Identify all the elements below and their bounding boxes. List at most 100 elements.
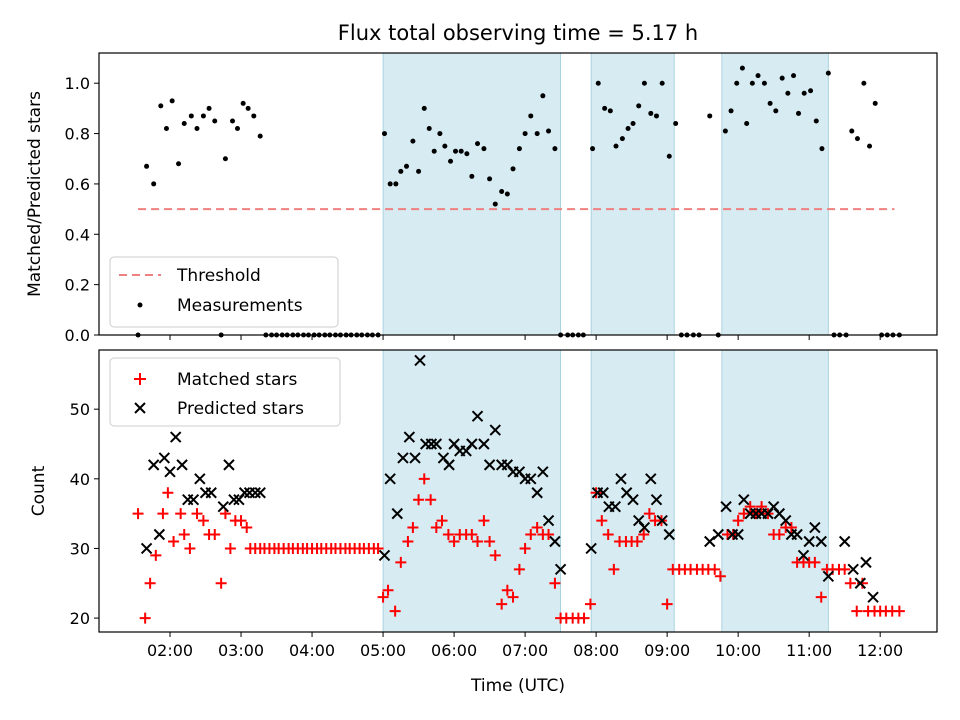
matched-star-point xyxy=(413,494,425,506)
measurement-point xyxy=(510,166,516,172)
measurement-points xyxy=(135,65,902,338)
measurement-point xyxy=(761,80,767,86)
measurement-point xyxy=(854,136,860,142)
measurement-point xyxy=(181,121,187,126)
measurement-point xyxy=(602,105,608,111)
matched-star-point xyxy=(407,522,419,534)
matched-star-point xyxy=(608,563,620,575)
predicted-star-point xyxy=(254,487,266,499)
matched-star-point xyxy=(197,515,209,527)
predicted-star-point xyxy=(403,431,416,443)
measurement-point xyxy=(475,141,481,147)
measurement-point xyxy=(158,103,164,109)
measurement-point xyxy=(653,113,659,119)
matched-star-point xyxy=(241,522,253,534)
predicted-star-point xyxy=(140,542,153,555)
predicted-star-point xyxy=(650,493,663,506)
x-tick-label: 06:00 xyxy=(431,641,477,660)
predicted-star-point xyxy=(489,424,501,436)
matched-star-point xyxy=(578,612,590,624)
predicted-star-point xyxy=(663,528,675,541)
predicted-star-point xyxy=(780,514,792,527)
matched-star-point xyxy=(773,529,785,541)
measurement-point xyxy=(813,118,819,124)
matched-star-point xyxy=(418,473,430,485)
y-tick-label: 20 xyxy=(70,609,90,628)
measurement-point xyxy=(619,136,625,142)
legend-measurements-swatch xyxy=(137,302,143,308)
y-tick-label: 1.0 xyxy=(65,74,90,93)
predicted-star-point xyxy=(525,473,537,485)
measurement-point xyxy=(630,121,636,126)
predicted-star-point xyxy=(147,459,160,471)
x-tick-label: 03:00 xyxy=(218,641,264,660)
matched-star-point xyxy=(215,577,227,589)
legend-predicted-label: Predicted stars xyxy=(177,399,304,419)
predicted-star-point xyxy=(205,487,217,499)
legend-matched-label: Matched stars xyxy=(177,370,297,390)
measurement-point xyxy=(540,93,546,99)
legend-threshold-label: Threshold xyxy=(176,266,261,286)
predicted-star-point xyxy=(153,528,166,541)
predicted-star-point xyxy=(217,500,229,513)
bottom-y-ticks: 20 30 40 50 xyxy=(70,400,99,628)
predicted-star-point xyxy=(720,500,732,513)
measurement-point xyxy=(613,143,619,149)
matched-star-point xyxy=(150,549,162,561)
shaded-interval xyxy=(382,349,562,633)
shaded-interval xyxy=(590,52,675,336)
legend-predicted-swatch xyxy=(134,402,146,414)
measurement-point xyxy=(458,148,464,154)
measurement-point xyxy=(448,158,454,164)
predicted-star-point xyxy=(822,570,835,583)
measurement-point xyxy=(240,100,246,106)
matched-star-point xyxy=(425,494,437,506)
matched-star-point xyxy=(856,577,868,589)
predicted-star-point xyxy=(609,500,622,513)
measurement-point xyxy=(393,181,399,187)
predicted-star-point xyxy=(627,493,639,506)
measurement-point xyxy=(607,108,613,114)
predicted-star-point xyxy=(228,493,240,506)
measurement-point xyxy=(744,121,750,126)
predicted-star-point xyxy=(483,459,496,471)
y-tick-label: 0.6 xyxy=(65,175,90,194)
measurement-point xyxy=(779,75,785,81)
matched-star-point xyxy=(448,535,460,547)
predicted-star-point xyxy=(815,535,827,548)
matched-star-point xyxy=(531,522,543,534)
measurement-point xyxy=(234,126,240,132)
matched-star-point xyxy=(466,529,478,541)
predicted-star-point xyxy=(615,473,627,485)
matched-star-point xyxy=(513,563,525,575)
bottom-legend: Matched stars Predicted stars xyxy=(109,357,341,427)
measurement-point xyxy=(144,163,150,169)
measurement-point xyxy=(808,88,814,94)
predicted-star-point xyxy=(838,535,851,548)
predicted-star-point xyxy=(238,487,251,499)
top-x-ticks xyxy=(169,335,881,340)
x-tick-label: 07:00 xyxy=(502,641,548,660)
measurement-point xyxy=(499,188,505,194)
matched-star-point xyxy=(661,598,673,610)
y-tick-label: 0.2 xyxy=(65,276,90,295)
predicted-star-point xyxy=(169,431,182,443)
measurement-point xyxy=(641,80,647,86)
predicted-star-point xyxy=(164,466,176,478)
predicted-star-point xyxy=(194,473,206,485)
top-panel: 0.0 0.2 0.4 0.6 0.8 1.0 Matched/Predicted sta… xyxy=(25,52,938,345)
matched-star-point xyxy=(501,584,513,596)
measurement-point xyxy=(453,148,459,154)
measurement-point xyxy=(785,90,791,96)
matched-star-point xyxy=(519,542,531,554)
predicted-star-point xyxy=(223,459,235,471)
measurement-point xyxy=(666,153,672,159)
measurement-point xyxy=(194,126,200,132)
x-tick-label: 10:00 xyxy=(715,641,761,660)
matched-star-point xyxy=(756,501,768,513)
predicted-star-point xyxy=(738,493,750,506)
matched-star-point xyxy=(175,508,187,520)
top-legend: Threshold Measurements xyxy=(109,256,339,328)
top-legend-box xyxy=(109,256,339,328)
bottom-y-axis-label: Count xyxy=(29,465,49,516)
